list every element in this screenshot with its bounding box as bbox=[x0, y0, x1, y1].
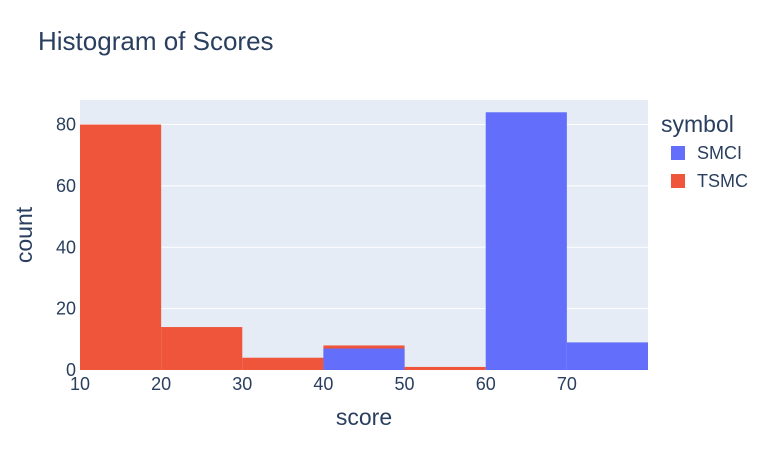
histogram-bar-smci bbox=[323, 348, 405, 370]
x-axis-title: score bbox=[336, 404, 392, 430]
x-tick-label: 70 bbox=[557, 374, 577, 394]
x-axis-ticks: 10 20 30 40 50 60 70 bbox=[70, 374, 577, 394]
histogram-bar-smci bbox=[566, 342, 648, 370]
histogram-bar-tsmc bbox=[161, 327, 243, 370]
x-tick-label: 50 bbox=[395, 374, 415, 394]
y-axis-ticks: 0 20 40 60 80 bbox=[56, 115, 76, 380]
legend-title: symbol bbox=[661, 111, 734, 137]
chart-title: Histogram of Scores bbox=[38, 26, 274, 56]
x-tick-label: 40 bbox=[313, 374, 333, 394]
x-tick-label: 20 bbox=[151, 374, 171, 394]
y-tick-label: 40 bbox=[56, 237, 76, 257]
legend-swatch-tsmc bbox=[671, 174, 685, 188]
legend-label-smci: SMCI bbox=[697, 143, 742, 163]
y-axis-title: count bbox=[11, 206, 37, 263]
legend-swatch-smci bbox=[671, 146, 685, 160]
x-tick-label: 30 bbox=[232, 374, 252, 394]
x-tick-label: 60 bbox=[476, 374, 496, 394]
legend-label-tsmc: TSMC bbox=[697, 171, 748, 191]
histogram-bar-tsmc bbox=[242, 357, 324, 370]
y-tick-label: 20 bbox=[56, 299, 76, 319]
histogram-bar-tsmc bbox=[404, 366, 486, 370]
bars bbox=[80, 112, 648, 370]
y-tick-label: 80 bbox=[56, 115, 76, 135]
histogram-bar-tsmc bbox=[80, 124, 162, 370]
histogram-bar-smci bbox=[485, 112, 567, 370]
y-tick-label: 0 bbox=[66, 360, 76, 380]
legend: symbol SMCI TSMC bbox=[661, 111, 748, 191]
y-tick-label: 60 bbox=[56, 176, 76, 196]
x-tick-label: 10 bbox=[70, 374, 90, 394]
